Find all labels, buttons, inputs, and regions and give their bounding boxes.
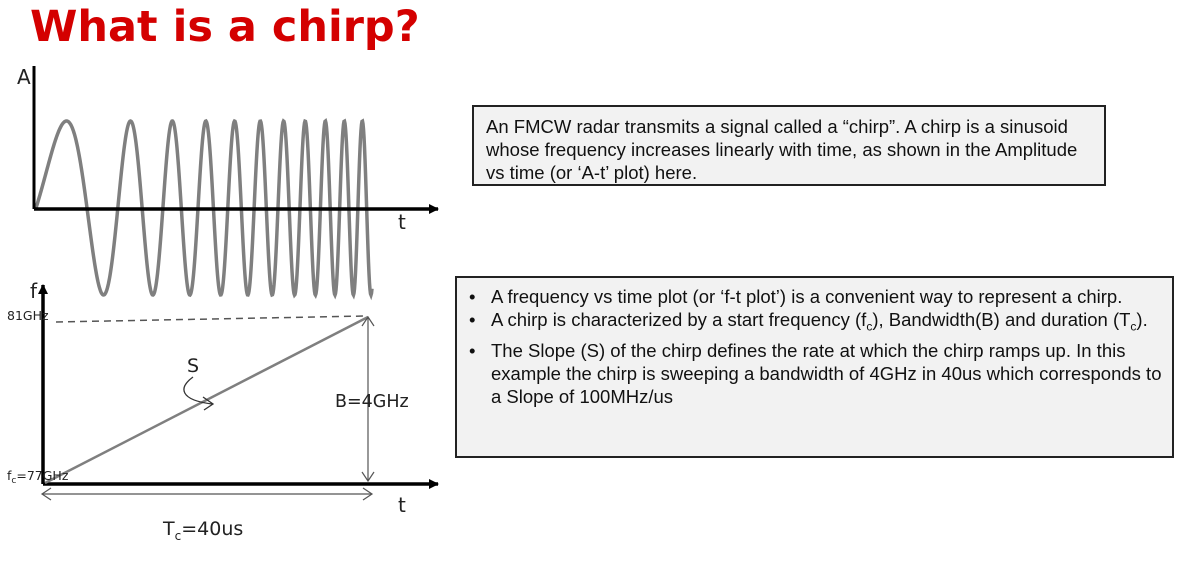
ft-y-axis-label: f bbox=[30, 279, 38, 303]
slope-pointer-arrow bbox=[183, 376, 213, 405]
chirp-description-text: An FMCW radar transmits a signal called … bbox=[486, 116, 1078, 183]
chirp-waveform bbox=[34, 118, 374, 301]
ft-plot-notes-box: A frequency vs time plot (or ‘f-t plot’)… bbox=[455, 276, 1174, 458]
top-frequency-dashed-line bbox=[55, 315, 367, 323]
duration-label: Tc=40us bbox=[162, 518, 243, 543]
note-bullet-ft-plot: A frequency vs time plot (or ‘f-t plot’)… bbox=[467, 285, 1162, 308]
at-x-axis-label: t bbox=[398, 210, 406, 234]
at-y-axis-label: A bbox=[17, 65, 31, 89]
frequency-time-plot: f t 81GHz fc=77GHz S B=4GHz Tc=40us bbox=[7, 279, 439, 543]
page-title: What is a chirp? bbox=[30, 2, 420, 52]
start-frequency-label: fc=77GHz bbox=[7, 468, 69, 486]
note-bullet-chirp-parameters: A chirp is characterized by a start freq… bbox=[467, 308, 1162, 339]
bandwidth-label: B=4GHz bbox=[335, 392, 409, 412]
notes-list: A frequency vs time plot (or ‘f-t plot’)… bbox=[467, 285, 1162, 408]
note-bullet-slope: The Slope (S) of the chirp defines the r… bbox=[467, 339, 1162, 408]
slope-label: S bbox=[187, 355, 199, 377]
top-frequency-label: 81GHz bbox=[7, 308, 49, 323]
amplitude-time-plot: A t bbox=[17, 65, 439, 301]
chirp-description-box: An FMCW radar transmits a signal called … bbox=[472, 105, 1106, 186]
ft-x-axis-label: t bbox=[398, 493, 406, 517]
